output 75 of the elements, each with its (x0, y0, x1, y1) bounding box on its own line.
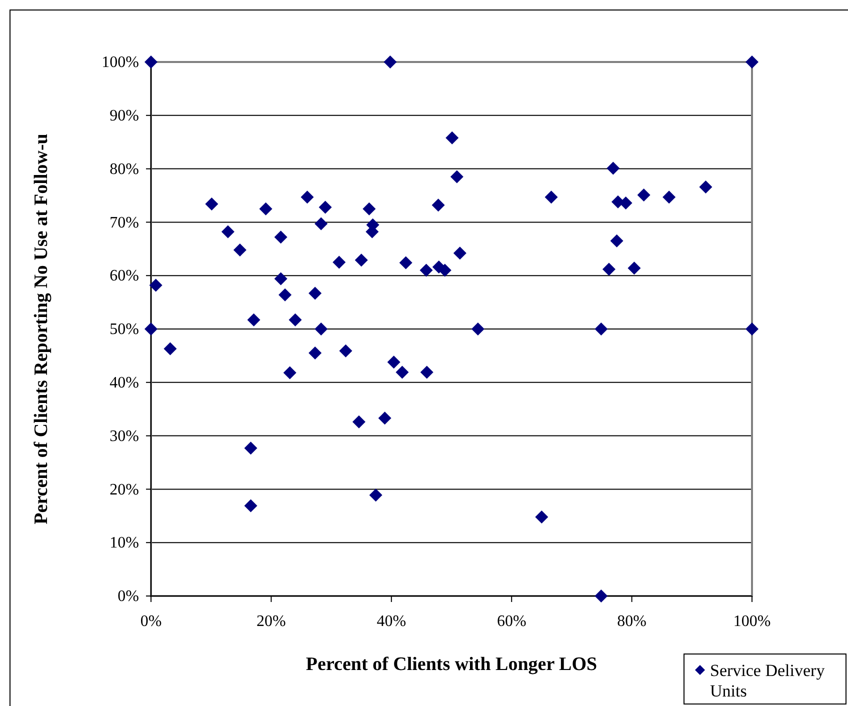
point (594, 322, 608, 336)
point (352, 415, 366, 428)
point (699, 180, 712, 194)
point (144, 56, 158, 68)
y-tick-label: 100% (102, 54, 139, 72)
legend-label: Service Delivery Units (710, 661, 826, 700)
point (247, 313, 260, 326)
y-axis-title: Percent of Clients Reporting No Use at Follow-u (31, 133, 52, 524)
x-tick-label: 80% (617, 612, 646, 630)
point (278, 288, 292, 302)
point (362, 202, 376, 216)
point (610, 234, 624, 248)
y-tick-label: 20% (110, 481, 139, 498)
point (332, 256, 346, 269)
point (446, 131, 459, 144)
y-tick-label: 80% (110, 160, 139, 178)
point (318, 200, 332, 214)
y-tick-label: 50% (110, 321, 139, 338)
point (288, 313, 302, 326)
point (354, 254, 368, 267)
point (308, 346, 322, 360)
point (662, 190, 676, 204)
point (244, 442, 258, 455)
y-tick-label: 30% (110, 428, 139, 445)
x-tick-label: 100% (733, 612, 771, 630)
point (233, 243, 246, 256)
y-tick-label: 10% (110, 534, 139, 552)
point (259, 202, 272, 216)
point (594, 590, 608, 602)
y-tick-label: 90% (110, 108, 139, 125)
point (453, 246, 466, 260)
point (399, 256, 412, 270)
point (619, 196, 632, 210)
point (369, 488, 382, 502)
point (205, 198, 218, 211)
point (283, 366, 296, 380)
point (544, 190, 558, 204)
point (244, 499, 258, 512)
x-axis-title: Percent of Clients with Longer LOS (306, 654, 598, 675)
point (471, 322, 484, 336)
x-tick-label: 20% (256, 612, 286, 630)
point (606, 162, 620, 175)
point (308, 286, 322, 300)
point (314, 322, 328, 336)
point (746, 56, 758, 68)
point (628, 262, 641, 275)
point (420, 264, 433, 277)
point (378, 412, 392, 425)
point (637, 188, 650, 202)
point (149, 278, 162, 292)
point (300, 190, 314, 204)
point (384, 56, 397, 68)
point (314, 217, 328, 230)
point (339, 344, 352, 358)
point (221, 225, 234, 238)
point (387, 356, 400, 369)
y-tick-label: 0% (118, 588, 139, 606)
point (164, 342, 177, 356)
point (274, 272, 288, 286)
point (274, 230, 288, 244)
x-tick-label: 60% (496, 612, 526, 630)
point (535, 510, 548, 524)
point (420, 366, 434, 379)
x-tick-label: 40% (376, 612, 406, 630)
y-tick-label: 40% (110, 374, 139, 392)
point (144, 322, 158, 336)
point (438, 264, 452, 277)
point (396, 366, 409, 379)
x-tick-label: 0% (140, 612, 162, 630)
point (450, 170, 464, 184)
y-tick-label: 60% (110, 268, 139, 285)
point (746, 322, 758, 336)
point (432, 198, 445, 212)
y-tick-label: 70% (110, 214, 139, 232)
point (602, 262, 616, 276)
